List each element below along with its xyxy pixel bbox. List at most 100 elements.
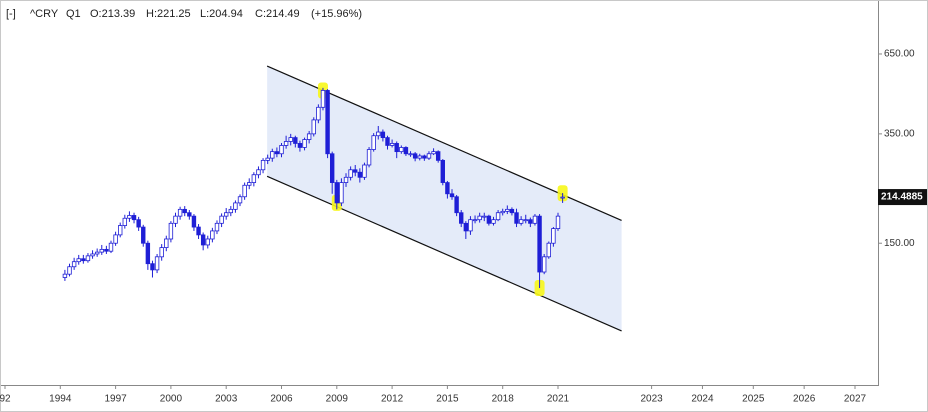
candle-body [320, 90, 326, 108]
candle-body [366, 149, 372, 166]
candle-body [555, 215, 561, 229]
candle-body [85, 255, 91, 262]
candle-body [329, 153, 335, 183]
header: [-] ^CRY Q1 O:213.39 H:221.25 L:204.94 C… [6, 8, 362, 20]
toggle[interactable]: [-] [6, 8, 16, 20]
high-text: H:221.25 [146, 8, 191, 20]
x-tick-label: 2000 [160, 394, 183, 405]
candle-body [196, 226, 201, 236]
candle-body [187, 212, 192, 217]
x-tick-label: 2021 [547, 394, 570, 405]
candle-body [505, 208, 510, 212]
candle-body [247, 182, 252, 186]
channel-line [266, 175, 622, 332]
candle-body [270, 151, 275, 159]
candle-body [279, 145, 284, 155]
candle-body [394, 143, 399, 153]
x-tick-label: 2018 [492, 394, 515, 405]
candle-body [256, 169, 261, 176]
candle-body [164, 238, 169, 248]
candle-body [260, 159, 266, 171]
candle-body [237, 196, 243, 204]
x-tick-label: 2015 [436, 394, 459, 405]
candle-body [449, 193, 455, 198]
candle-body [94, 251, 100, 255]
candle-body [408, 153, 413, 156]
candle-body [399, 147, 404, 153]
candle-body [518, 219, 524, 224]
low-text: L:204.94 [200, 8, 243, 20]
candle-body [136, 219, 141, 228]
candle-body [200, 234, 206, 246]
candle-body [306, 133, 312, 140]
candle-body [376, 131, 381, 137]
candle-body [219, 215, 224, 224]
candle-body [104, 248, 109, 252]
channel-fill [267, 66, 622, 331]
candle-body [371, 135, 376, 150]
candle-body [182, 208, 187, 214]
candle-body [274, 151, 280, 155]
candle-body [228, 208, 234, 214]
candle-body [514, 212, 519, 224]
candle-body [343, 176, 349, 183]
candle-body [265, 157, 270, 161]
last-price-box [878, 189, 927, 206]
candle-body [311, 119, 316, 135]
candle-body [353, 169, 358, 173]
candle-body [293, 137, 298, 144]
close-text: C:214.49 [255, 8, 300, 20]
candle-body [482, 215, 487, 218]
candle-body [440, 159, 445, 183]
period: Q1 [66, 8, 81, 20]
candle-body [173, 215, 178, 224]
candle-body [472, 219, 478, 222]
candle-body [154, 256, 160, 271]
candle-body [500, 210, 505, 214]
candle-body [159, 247, 164, 258]
candle-body [541, 256, 547, 273]
candle-body [76, 258, 81, 263]
candle-body [417, 155, 422, 159]
candle-body [380, 131, 386, 139]
candle-body [459, 212, 464, 224]
candle-body [122, 217, 128, 226]
x-tick-label: 2003 [215, 394, 238, 405]
candle-body [523, 219, 528, 222]
candle-body [334, 182, 339, 204]
candle-body [168, 222, 174, 240]
candle-body [491, 219, 496, 224]
symbol: ^CRY [30, 8, 59, 20]
candle-body [509, 208, 515, 214]
candle-body [214, 222, 220, 232]
candle-body [242, 184, 247, 198]
candle-body [403, 147, 409, 155]
candle-body [223, 212, 229, 217]
x-tick-label: 2006 [270, 394, 293, 405]
x-tick-label: 1994 [49, 394, 72, 405]
candle-body [131, 215, 137, 221]
open-text: O:213.39 [90, 8, 135, 20]
candle-body [468, 219, 473, 232]
candle-body [551, 228, 556, 244]
candle-body [435, 151, 441, 161]
candle-body [385, 137, 390, 146]
y-tick-label: 650.00 [884, 49, 915, 60]
candle-body [99, 248, 104, 253]
candle-body [113, 234, 118, 244]
candle-body [339, 182, 344, 204]
candle-body [528, 219, 533, 224]
candle-body [297, 143, 303, 148]
x-tick-label: 2026 [793, 394, 816, 405]
candle-body [90, 253, 95, 257]
candle-body [205, 238, 210, 246]
y-tick-label: 350.00 [884, 129, 915, 140]
candle-body [477, 215, 482, 221]
candle-body [177, 208, 183, 217]
candle-body [302, 139, 307, 148]
candle-body [362, 164, 367, 178]
candle-body [431, 151, 436, 155]
candle-body [325, 90, 330, 155]
